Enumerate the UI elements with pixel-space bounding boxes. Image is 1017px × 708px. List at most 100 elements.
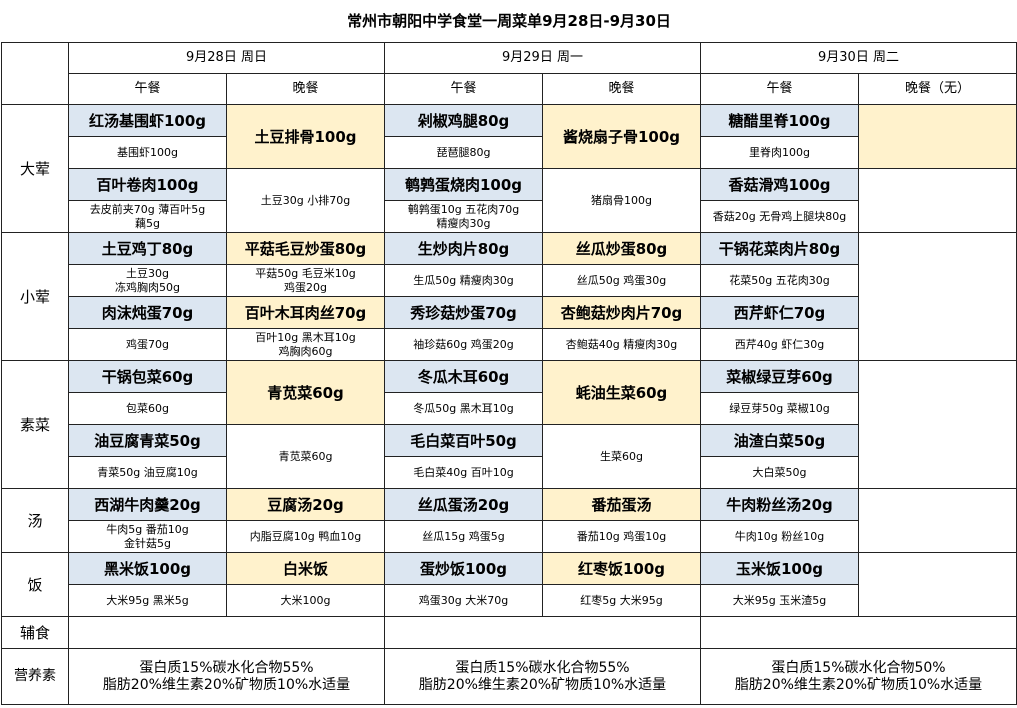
dish-name: 鹌鹑蛋烧肉100g [384, 168, 543, 201]
dish-ingredients: 番茄10g 鸡蛋10g [542, 520, 701, 553]
dish-name: 丝瓜蛋汤20g [384, 488, 543, 521]
meal-header: 晚餐 [226, 73, 385, 105]
dish-ingredients: 土豆30g 小排70g [226, 168, 385, 233]
dish-name: 油豆腐青菜50g [68, 424, 227, 457]
dish-name: 菜椒绿豆芽60g [700, 360, 859, 393]
dish-name: 番茄蛋汤 [542, 488, 701, 521]
dish-ingredients: 基围虾100g [68, 136, 227, 169]
table-row: 大荤 红汤基围虾100g 土豆排骨100g 剁椒鸡腿80g 酱烧扇子骨100g 糖醋里脊1… [1, 104, 1017, 233]
section-label: 大荤 [1, 104, 69, 233]
dish-ingredients: 大米95g 玉米渣5g [700, 584, 859, 617]
nutrition-cell: 蛋白质15%碳水化合物50% 脂肪20%维生素20%矿物质10%水适量 [700, 648, 1017, 705]
table-row: 9月28日 周日 9月29日 周一 9月30日 周二 [1, 42, 1017, 105]
nutrition-cell: 蛋白质15%碳水化合物55% 脂肪20%维生素20%矿物质10%水适量 [384, 648, 701, 705]
day-header: 9月28日 周日 [68, 42, 385, 74]
dish-ingredients: 大米95g 黑米5g [68, 584, 227, 617]
dish-name: 牛肉粉丝汤20g [700, 488, 859, 521]
section-label: 汤 [1, 488, 69, 553]
meal-header: 午餐 [700, 73, 859, 105]
table-row: 鸡蛋70g 百叶10g 黑木耳10g 鸡胸肉60g 袖珍菇60g 鸡蛋20g 杏鲍菇4… [2, 328, 1017, 361]
dish-ingredients: 丝瓜15g 鸡蛋5g [384, 520, 543, 553]
dish-name: 百叶木耳肉丝70g [226, 296, 385, 329]
dish-name: 土豆排骨100g [226, 104, 385, 169]
nutrition-line: 蛋白质15%碳水化合物55% [139, 659, 314, 676]
empty-cell [700, 616, 1017, 649]
dish-name: 白米饭 [226, 552, 385, 585]
empty-cell [858, 488, 1017, 553]
empty-cell [68, 616, 385, 649]
day-header: 9月30日 周二 [700, 42, 1017, 74]
dish-name: 百叶卷肉100g [68, 168, 227, 201]
dish-ingredients: 包菜60g [68, 392, 227, 425]
dish-ingredients: 去皮前夹70g 薄百叶5g 藕5g [68, 200, 227, 233]
meal-header: 晚餐 [542, 73, 701, 105]
dish-name: 干锅花菜肉片80g [700, 232, 859, 265]
empty-cell [384, 616, 701, 649]
meal-header: 晚餐（无） [858, 73, 1017, 105]
section-label: 小荤 [1, 232, 69, 361]
dish-ingredients: 丝瓜50g 鸡蛋30g [542, 264, 701, 297]
dish-ingredients: 绿豆芽50g 菜椒10g [700, 392, 859, 425]
dish-name: 丝瓜炒蛋80g [542, 232, 701, 265]
dish-ingredients: 青苋菜60g [226, 424, 385, 489]
table-row: 汤西湖牛肉羹20g 豆腐汤20g 丝瓜蛋汤20g 番茄蛋汤 牛肉粉丝汤20g [1, 488, 1017, 553]
dish-name: 干锅包菜60g [68, 360, 227, 393]
table-row: 营养素 蛋白质15%碳水化合物55% 脂肪20%维生素20%矿物质10%水适量 蛋白质… [1, 648, 1017, 705]
dish-name: 肉沫炖蛋70g [68, 296, 227, 329]
empty-cell [858, 104, 1017, 169]
table-row: 小荤 土豆鸡丁80g 平菇毛豆炒蛋80g 生炒肉片80g 丝瓜炒蛋80g 干锅花菜肉片80… [1, 232, 1017, 361]
dish-name: 酱烧扇子骨100g [542, 104, 701, 169]
dish-ingredients: 土豆30g 冻鸡胸肉50g [68, 264, 227, 297]
dish-ingredients: 花菜50g 五花肉30g [700, 264, 859, 297]
dish-name: 红汤基围虾100g [68, 104, 227, 137]
section-label: 辅食 [1, 616, 69, 649]
section-label: 营养素 [1, 648, 69, 705]
meal-header: 午餐 [384, 73, 543, 105]
table-row: 素菜 干锅包菜60g 青苋菜60g 冬瓜木耳60g 蚝油生菜60g 菜椒绿豆芽60g [1, 360, 1017, 489]
dish-ingredients: 生菜60g [542, 424, 701, 489]
dish-name: 玉米饭100g [700, 552, 859, 585]
dish-name: 毛白菜百叶50g [384, 424, 543, 457]
dish-name: 西芹虾仁70g [700, 296, 859, 329]
dish-ingredients: 大白菜50g [700, 456, 859, 489]
table-row: 大米95g 黑米5g 大米100g 鸡蛋30g 大米70g 红枣5g 大米95g 大米9… [2, 584, 1017, 617]
dish-ingredients: 猪扇骨100g [542, 168, 701, 233]
table-row: 饭黑米饭100g 白米饭 蛋炒饭100g 红枣饭100g 玉米饭100g [1, 552, 1017, 617]
table-row: 土豆30g 冻鸡胸肉50g 平菇50g 毛豆米10g 鸡蛋20g 生瓜50g 精瘦肉… [2, 264, 1017, 297]
dish-name: 豆腐汤20g [226, 488, 385, 521]
meal-header: 午餐 [68, 73, 227, 105]
dish-name: 香菇滑鸡100g [700, 168, 859, 201]
dish-name: 黑米饭100g [68, 552, 227, 585]
dish-ingredients: 杏鲍菇40g 精瘦肉30g [542, 328, 701, 361]
dish-ingredients: 生瓜50g 精瘦肉30g [384, 264, 543, 297]
table-row: 牛肉5g 番茄10g 金针菇5g 内脂豆腐10g 鸭血10g 丝瓜15g 鸡蛋5g 番… [2, 520, 1017, 553]
empty-cell [858, 232, 1017, 361]
table-row: 油豆腐青菜50g 青苋菜60g 毛白菜百叶50g 生菜60g 油渣白菜50g [2, 424, 1017, 489]
empty-cell [858, 360, 1017, 489]
table-row: 青菜50g 油豆腐10g 毛白菜40g 百叶10g 大白菜50g [2, 456, 1017, 489]
nutrition-line: 脂肪20%维生素20%矿物质10%水适量 [102, 676, 351, 693]
corner [1, 42, 69, 105]
dish-ingredients: 鹌鹑蛋10g 五花肉70g 精瘦肉30g [384, 200, 543, 233]
dish-ingredients: 牛肉5g 番茄10g 金针菇5g [68, 520, 227, 553]
dish-ingredients: 大米100g [226, 584, 385, 617]
dish-ingredients: 里脊肉100g [700, 136, 859, 169]
dish-name: 青苋菜60g [226, 360, 385, 425]
menu-title: 常州市朝阳中学食堂一周菜单9月28日-9月30日 [1, 0, 1017, 43]
dish-name: 冬瓜木耳60g [384, 360, 543, 393]
dish-name: 蚝油生菜60g [542, 360, 701, 425]
dish-ingredients: 鸡蛋30g 大米70g [384, 584, 543, 617]
dish-name: 剁椒鸡腿80g [384, 104, 543, 137]
dish-name: 红枣饭100g [542, 552, 701, 585]
empty-cell [858, 552, 1017, 617]
dish-ingredients: 青菜50g 油豆腐10g [68, 456, 227, 489]
dish-name: 油渣白菜50g [700, 424, 859, 457]
empty-cell [858, 168, 1017, 233]
dish-name: 平菇毛豆炒蛋80g [226, 232, 385, 265]
nutrition-line: 蛋白质15%碳水化合物55% [455, 659, 630, 676]
table-row: 百叶卷肉100g 土豆30g 小排70g 鹌鹑蛋烧肉100g 猪扇骨100g 香菇滑鸡1… [2, 168, 1017, 233]
dish-name: 糖醋里脊100g [700, 104, 859, 137]
